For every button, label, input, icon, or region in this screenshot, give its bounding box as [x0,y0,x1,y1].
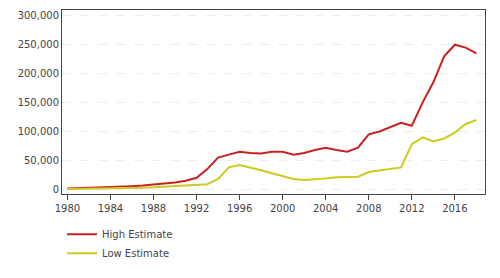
svg-text:1988: 1988 [141,203,166,214]
svg-text:1984: 1984 [98,203,123,214]
svg-text:300,000: 300,000 [18,10,59,21]
svg-text:150,000: 150,000 [18,97,59,108]
svg-text:50,000: 50,000 [24,155,59,166]
svg-text:2008: 2008 [356,203,381,214]
svg-text:0: 0 [53,184,59,195]
svg-text:High Estimate: High Estimate [102,229,172,240]
svg-text:2004: 2004 [313,203,338,214]
svg-text:2000: 2000 [270,203,295,214]
svg-text:100,000: 100,000 [18,126,59,137]
svg-text:250,000: 250,000 [18,39,59,50]
svg-text:2012: 2012 [399,203,424,214]
svg-text:Low Estimate: Low Estimate [102,248,169,259]
svg-text:1980: 1980 [55,203,80,214]
svg-text:2016: 2016 [442,203,467,214]
svg-text:1992: 1992 [184,203,209,214]
svg-text:200,000: 200,000 [18,68,59,79]
svg-text:1996: 1996 [227,203,252,214]
